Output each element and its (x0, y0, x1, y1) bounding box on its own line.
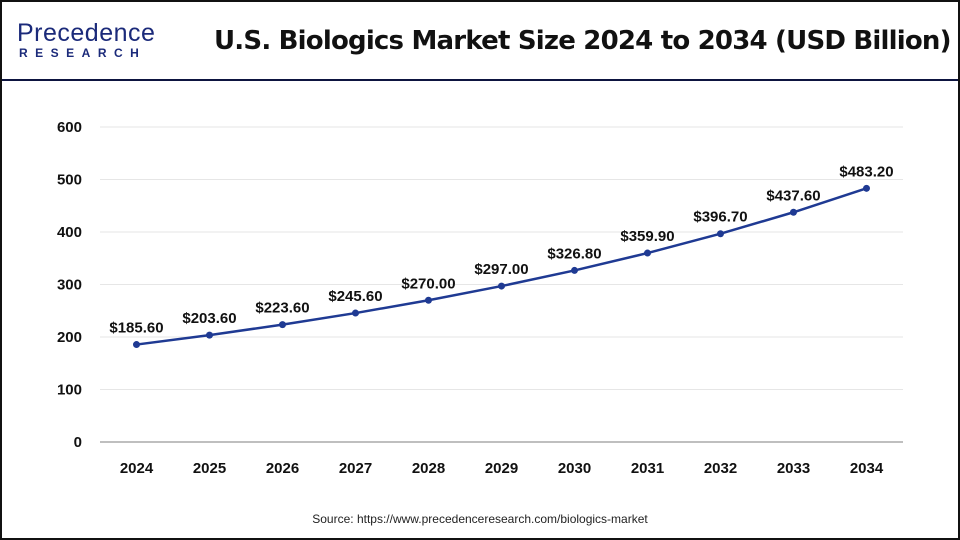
data-point (206, 331, 213, 339)
x-tick-label: 2025 (193, 460, 226, 477)
data-point (571, 266, 578, 274)
data-point (352, 309, 359, 317)
data-point (498, 282, 505, 290)
data-label: $245.60 (328, 288, 382, 305)
x-tick-label: 2024 (120, 460, 154, 477)
x-tick-label: 2034 (850, 460, 884, 477)
data-point (133, 341, 140, 349)
y-tick-label: 500 (57, 172, 82, 189)
y-tick-label: 600 (57, 119, 82, 136)
x-tick-label: 2028 (412, 460, 445, 477)
data-label: $396.70 (693, 209, 747, 226)
y-tick-label: 0 (74, 434, 82, 451)
data-point (863, 184, 870, 192)
precedence-research-logo: Precedence RESEARCH (17, 20, 157, 62)
data-point (425, 296, 432, 304)
data-label: $203.60 (182, 310, 236, 327)
logo-line2: RESEARCH (19, 46, 147, 60)
x-tick-label: 2030 (558, 460, 591, 477)
data-label: $483.20 (839, 163, 893, 180)
data-point (644, 249, 651, 257)
data-label: $326.80 (547, 245, 601, 262)
data-point (790, 208, 797, 216)
x-tick-label: 2026 (266, 460, 299, 477)
data-label: $359.90 (620, 228, 674, 245)
data-label: $297.00 (474, 261, 528, 278)
source-note: Source: https://www.precedenceresearch.c… (312, 512, 648, 526)
y-tick-label: 100 (57, 382, 82, 399)
chart-title: U.S. Biologics Market Size 2024 to 2034 … (214, 26, 952, 56)
data-label: $270.00 (401, 275, 455, 292)
y-tick-label: 200 (57, 329, 82, 346)
x-tick-label: 2029 (485, 460, 518, 477)
logo-line1: Precedence (17, 19, 156, 47)
x-tick-label: 2031 (631, 460, 664, 477)
header-divider (2, 79, 958, 81)
data-label: $437.60 (766, 187, 820, 204)
data-label: $185.60 (109, 320, 163, 337)
x-tick-label: 2027 (339, 460, 372, 477)
data-label: $223.60 (255, 300, 309, 317)
data-point (279, 321, 286, 329)
y-tick-label: 400 (57, 224, 82, 241)
y-tick-label: 300 (57, 277, 82, 294)
data-point (717, 230, 724, 238)
x-tick-label: 2032 (704, 460, 737, 477)
x-tick-label: 2033 (777, 460, 810, 477)
